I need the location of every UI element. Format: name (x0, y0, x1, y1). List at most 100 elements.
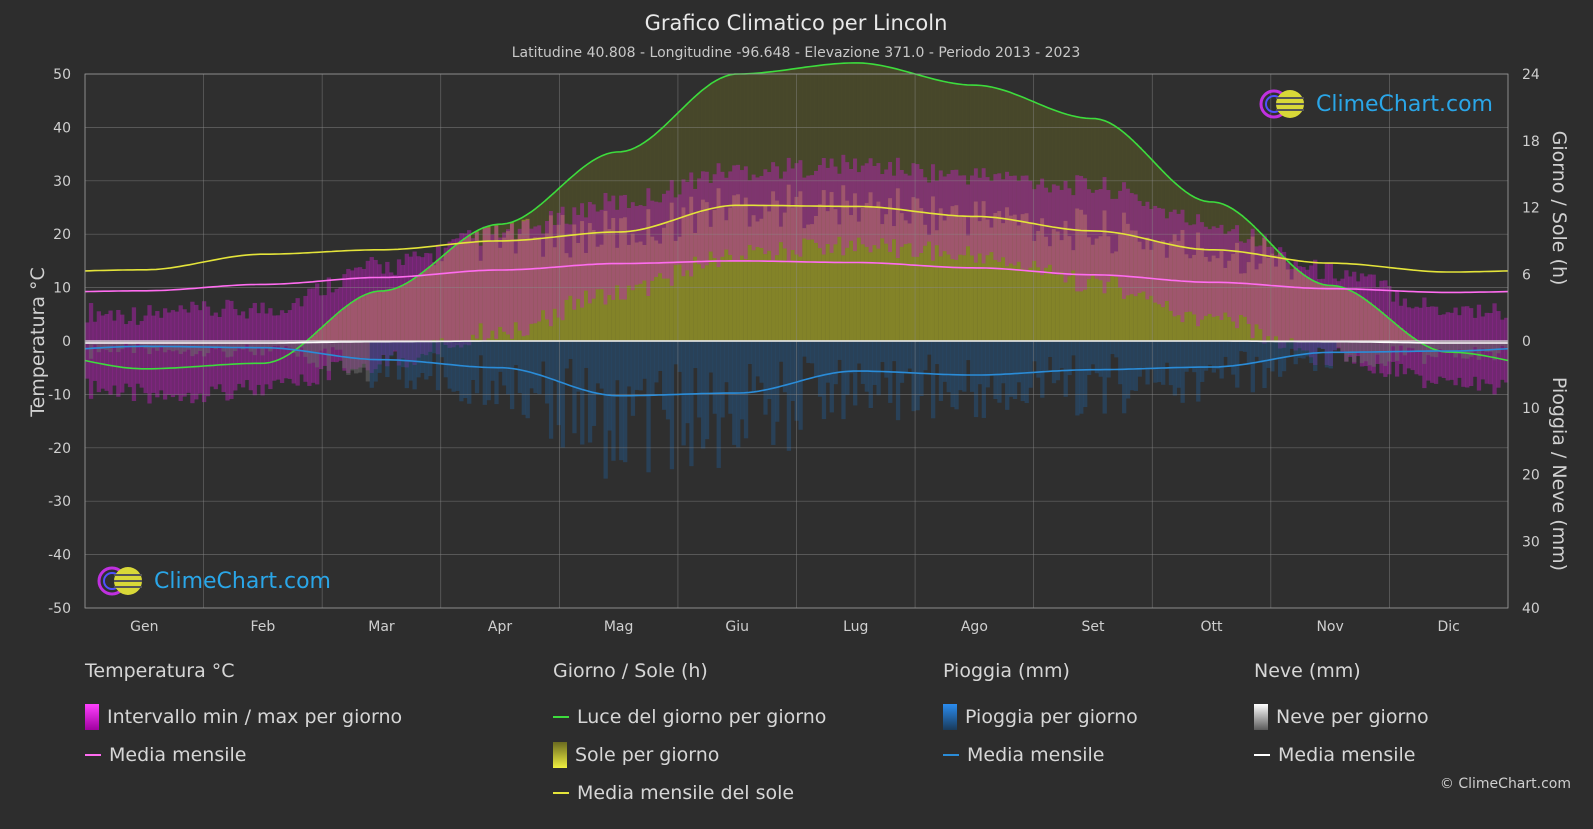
temp-range-bar (853, 158, 858, 252)
temp-range-bar (151, 315, 156, 393)
temp-range-bar (697, 178, 702, 265)
temp-range-bar (595, 211, 601, 290)
precip-bar (884, 341, 889, 378)
sunshine-bar (315, 331, 320, 341)
sunshine-bar (490, 241, 495, 341)
daylight-bar (747, 73, 753, 341)
temp-range-bar (907, 175, 912, 244)
temp-range-bar (1032, 189, 1037, 261)
legend-label: Sole per giorno (575, 744, 720, 766)
temp-range-bar (108, 310, 113, 395)
sunshine-bar (307, 338, 312, 341)
temp-range-bar (626, 207, 632, 286)
precip-bar (100, 341, 105, 350)
precip-bar (868, 341, 873, 409)
precip-bar (739, 341, 745, 420)
sunshine-bar (587, 223, 593, 341)
precip-bar (810, 341, 815, 364)
precip-bar (135, 341, 140, 344)
x-tick-label: Nov (1316, 619, 1343, 635)
precip-bar (611, 341, 616, 461)
sunshine-bar (1254, 269, 1259, 341)
y-right-bottom-axis-label: Pioggia / Neve (mm) (1548, 377, 1570, 571)
temp-range-bar (958, 175, 963, 255)
temp-range-bar (1328, 262, 1333, 366)
temp-range-bar (658, 202, 663, 274)
sunshine-bar (470, 241, 476, 341)
sunshine-bar (1402, 331, 1408, 341)
precip-bar (1040, 341, 1045, 398)
temp-range-bar (1114, 198, 1119, 278)
sunshine-bar (755, 221, 760, 341)
temp-range-bar (443, 247, 448, 346)
precip-bar (1375, 341, 1380, 355)
sunshine-bar (658, 243, 663, 341)
sunshine-bar (431, 265, 437, 341)
temp-range-bar (127, 320, 133, 388)
precip-bar (1032, 341, 1037, 362)
sunshine-bar (1114, 251, 1119, 341)
legend-rain-title: Pioggia (mm) (943, 660, 1070, 682)
temp-range-bar (587, 201, 593, 304)
temp-range-bar (1367, 274, 1372, 371)
precip-bar (564, 341, 569, 369)
sunshine-bar (584, 252, 589, 341)
sunshine-bar (919, 208, 924, 341)
sunshine-bar (338, 310, 343, 341)
x-tick-label: Dic (1438, 619, 1460, 635)
brand-logo-top[interactable]: ClimeChart.com (1258, 87, 1493, 121)
y-left-tick-label: 40 (53, 120, 71, 136)
sunshine-bar (868, 192, 873, 341)
daylight-bar (962, 84, 967, 341)
sunshine-bar (1079, 209, 1084, 341)
precip-bar (463, 341, 468, 399)
sunshine-bar (1192, 254, 1197, 341)
temp-range-bar (213, 312, 218, 390)
temp-range-bar (1359, 273, 1365, 367)
temp-range-bar (1379, 280, 1384, 374)
temp-range-bar (1149, 209, 1154, 296)
sunshine-bar (326, 321, 332, 341)
temp-range-bar (1375, 287, 1380, 364)
temp-range-bar (1129, 193, 1135, 295)
precip-bar (279, 341, 285, 349)
sunshine-bar (661, 227, 667, 341)
temp-range-bar (264, 313, 269, 385)
temp-range-bar (1102, 177, 1107, 294)
brand-logo-bottom[interactable]: ClimeChart.com (96, 564, 331, 598)
sunshine-bar (1328, 285, 1333, 341)
temp-range-bar (1067, 188, 1072, 277)
precip-bar (1309, 341, 1314, 364)
x-tick-label: Set (1081, 619, 1105, 635)
temp-range-bar (743, 166, 749, 260)
daylight-bar (958, 84, 963, 341)
precip-bar (638, 341, 643, 391)
sunshine-bar (1320, 284, 1326, 341)
precip-bar (96, 341, 101, 353)
temp-range-bar (112, 320, 117, 386)
precip-bar (1472, 341, 1478, 348)
sunshine-bar (942, 220, 947, 341)
temp-range-bar (903, 173, 909, 245)
precip-bar (915, 341, 920, 411)
temp-range-bar (1051, 184, 1057, 275)
sunshine-bar (1316, 283, 1322, 341)
temp-range-bar (1324, 263, 1330, 365)
precip-bar (400, 341, 406, 368)
sunshine-bar (646, 209, 651, 341)
temp-range-bar (802, 177, 807, 239)
plot-area: 50 40 30 20 10 0 -10 -20 -30 -40 -50 24 18 12 6 0 10 20 30… (48, 62, 1540, 635)
precip-bar (1028, 341, 1033, 388)
sunshine-bar (798, 191, 803, 341)
precip-bar (439, 341, 445, 358)
temp-range-bar (923, 177, 928, 246)
precip-bar (689, 341, 694, 467)
precip-bar (392, 341, 398, 351)
precip-bar (1262, 341, 1267, 389)
sunshine-bar (693, 232, 698, 341)
y-right-top-axis-label: Giorno / Sole (h) (1548, 131, 1570, 286)
temp-range-bar (1383, 280, 1388, 377)
precip-bar (248, 341, 254, 352)
temp-range-bar (545, 221, 550, 320)
sunshine-bar (611, 217, 616, 341)
